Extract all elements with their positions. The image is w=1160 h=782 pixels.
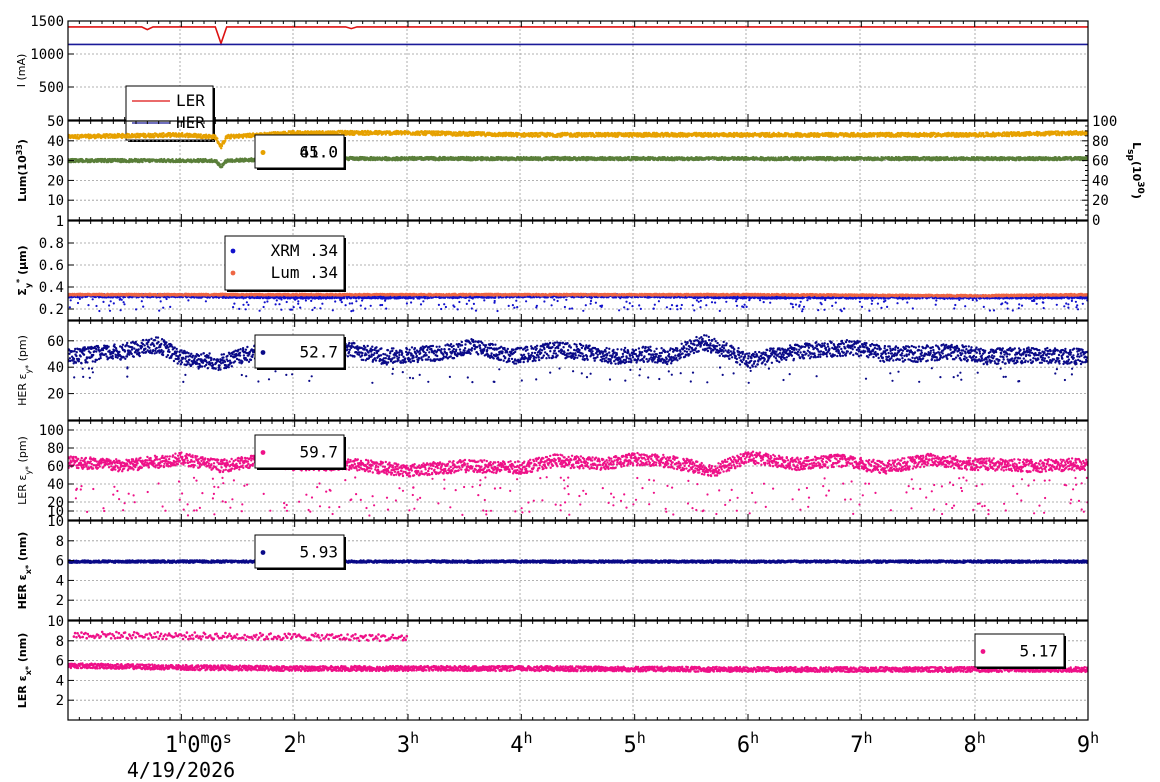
panel-frame xyxy=(67,20,1089,121)
data-point xyxy=(120,136,124,140)
data-point xyxy=(107,136,110,139)
data-point xyxy=(344,133,348,136)
data-point xyxy=(214,134,217,137)
data-point xyxy=(224,139,227,142)
data-point xyxy=(181,131,184,135)
data-point xyxy=(587,134,590,138)
data-point xyxy=(418,133,422,137)
data-point xyxy=(199,133,202,136)
data-point xyxy=(226,136,229,140)
data-point xyxy=(151,133,155,136)
data-point xyxy=(229,137,232,140)
legend-label: HER xyxy=(176,113,205,132)
data-point xyxy=(497,134,500,138)
data-point xyxy=(613,158,616,162)
data-point xyxy=(365,133,368,136)
data-point xyxy=(87,137,91,140)
data-point xyxy=(545,135,549,138)
data-point xyxy=(538,135,542,138)
data-point xyxy=(220,147,223,150)
data-point xyxy=(162,132,165,135)
data-point xyxy=(141,160,144,164)
series-LER xyxy=(68,26,1088,46)
data-point xyxy=(515,135,519,138)
data-point xyxy=(580,131,583,135)
y-tick-label: 1000 xyxy=(30,47,64,63)
legend-box xyxy=(125,85,214,141)
data-point xyxy=(216,137,219,140)
y-tick-label: 500 xyxy=(39,80,64,96)
panel-1: 500 1000 1500 I (mA) xyxy=(15,14,1089,121)
data-point xyxy=(556,135,559,138)
legend: LER HER xyxy=(125,85,215,142)
data-point xyxy=(218,163,222,166)
data-point xyxy=(1072,130,1076,133)
legend-label: LER xyxy=(176,91,205,110)
data-point xyxy=(504,131,508,134)
data-point xyxy=(270,131,273,134)
data-point xyxy=(627,155,631,159)
data-point xyxy=(153,135,156,138)
data-point xyxy=(482,131,486,134)
data-point xyxy=(93,133,96,136)
data-point xyxy=(531,135,534,138)
data-point xyxy=(220,144,224,148)
data-point xyxy=(570,132,573,136)
panel-series xyxy=(68,129,1088,169)
series-65-0 xyxy=(68,129,1088,150)
y-axis-label: I (mA) xyxy=(15,54,28,88)
data-point xyxy=(74,134,77,137)
data-point xyxy=(76,133,80,137)
panel-series xyxy=(68,26,1088,46)
data-point xyxy=(403,133,407,136)
data-point xyxy=(211,136,215,140)
panel-grid xyxy=(68,21,1088,120)
data-point xyxy=(982,132,985,135)
data-point xyxy=(872,135,876,138)
series-41-0 xyxy=(68,155,1088,169)
y-tick-label: 1500 xyxy=(30,14,64,30)
data-point xyxy=(144,133,147,136)
data-point xyxy=(147,132,150,135)
